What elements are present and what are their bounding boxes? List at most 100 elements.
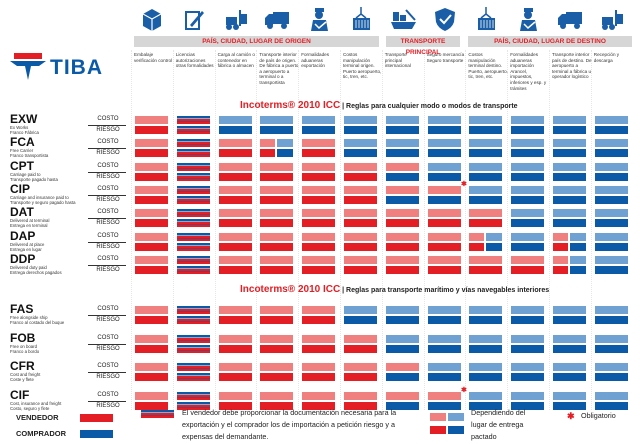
legend-depends-text: Dependiendo del lugar de entrega pactado [471, 408, 526, 441]
legend-depends-swatch-buyer-cost [448, 413, 464, 421]
column-description: Transporte principal internacional [384, 52, 411, 69]
matrix-cell [177, 266, 210, 274]
incoterm-code: FCA [10, 135, 35, 149]
matrix-cell [469, 209, 502, 217]
matrix-cell [260, 173, 293, 181]
matrix-cell [344, 173, 377, 181]
matrix-cell [469, 163, 502, 171]
matrix-cell [386, 266, 419, 274]
matrix-cell [595, 243, 628, 251]
matrix-cell [428, 266, 461, 274]
matrix-cell [386, 209, 419, 217]
matrix-cell [511, 219, 544, 227]
matrix-cell [135, 149, 168, 157]
matrix-cell [344, 345, 377, 353]
matrix-cell [386, 126, 419, 134]
legend-seller-label: VENDEDOR [16, 413, 59, 422]
matrix-cell [511, 186, 544, 194]
matrix-cell [469, 316, 502, 324]
matrix-cell [511, 196, 544, 204]
matrix-cell [428, 196, 461, 204]
matrix-cell [511, 345, 544, 353]
cost-label: COSTO [97, 256, 119, 262]
legend-mixed-text: El vendedor debe proporcionar la documen… [182, 408, 397, 441]
matrix-cell [302, 186, 335, 194]
matrix-cell [595, 163, 628, 171]
matrix-cell [135, 196, 168, 204]
matrix-cell [553, 173, 586, 181]
matrix-cell [260, 209, 293, 217]
matrix-cell [553, 186, 586, 194]
group-title-sub: | Reglas para cualquier modo o modos de … [342, 103, 518, 110]
legend-seller-swatch [80, 414, 113, 422]
matrix-cell [219, 149, 252, 157]
seller-part [469, 243, 484, 251]
matrix-cell [177, 345, 210, 353]
row-separator [88, 218, 126, 219]
matrix-cell [177, 219, 210, 227]
band-main-transport: TRANSPORTE PRINCIPAL [386, 36, 460, 56]
matrix-cell [511, 373, 544, 381]
incoterm-english: Free alongside ship [10, 315, 48, 320]
matrix-cell [428, 316, 461, 324]
matrix-cell [177, 233, 210, 241]
column-description: Costos manipulación terminal origen. Pue… [343, 52, 382, 80]
risk-label: RIESGO [96, 220, 120, 226]
column-description: Carga al camión o contenedor en fábrica … [217, 52, 255, 69]
column-divider [131, 50, 132, 410]
matrix-cell [553, 335, 586, 343]
matrix-cell [553, 363, 586, 371]
matrix-cell [219, 243, 252, 251]
matrix-cell [469, 345, 502, 353]
matrix-cell [219, 139, 252, 147]
matrix-cell [469, 196, 502, 204]
matrix-cell [553, 392, 586, 400]
matrix-cell [135, 173, 168, 181]
matrix-cell [219, 256, 252, 264]
matrix-cell [595, 345, 628, 353]
matrix-cell [553, 256, 586, 264]
incoterm-english: Carriage and insurance paid to [10, 195, 69, 200]
matrix-cell [260, 219, 293, 227]
incoterm-code: CIP [10, 182, 31, 196]
buyer-part [570, 233, 586, 241]
matrix-cell [135, 306, 168, 314]
matrix-cell [135, 256, 168, 264]
legend-buyer-label: COMPRADOR [16, 429, 66, 438]
logo: TIBA [8, 52, 108, 82]
matrix-cell [177, 173, 210, 181]
column-divider [423, 50, 425, 410]
matrix-cell [595, 392, 628, 400]
matrix-cell [219, 116, 252, 124]
matrix-cell [302, 139, 335, 147]
matrix-cell [260, 163, 293, 171]
matrix-cell [469, 116, 502, 124]
incoterm-spanish: Franco transportista [10, 153, 49, 158]
ship-icon [390, 6, 416, 32]
matrix-cell [386, 243, 419, 251]
matrix-cell [553, 139, 586, 147]
matrix-cell [344, 243, 377, 251]
incoterm-spanish: Transporte pagado hasta [10, 177, 58, 182]
column-divider [298, 50, 300, 410]
row-separator [88, 172, 126, 173]
column-divider [549, 50, 550, 410]
matrix-cell [260, 233, 293, 241]
matrix-cell [428, 335, 461, 343]
container-crane-icon [473, 6, 499, 32]
mandatory-asterisk-icon: ✱ [567, 411, 575, 421]
matrix-cell [553, 149, 586, 157]
cost-label: COSTO [97, 233, 119, 239]
matrix-cell [595, 209, 628, 217]
container-crane-icon [348, 6, 374, 32]
cost-label: COSTO [97, 139, 119, 145]
incoterm-english: Free Carrier [10, 148, 34, 153]
matrix-cell [428, 345, 461, 353]
matrix-cell [219, 402, 252, 410]
matrix-cell [386, 363, 419, 371]
risk-label: RIESGO [96, 197, 120, 203]
matrix-cell [428, 233, 461, 241]
matrix-cell [344, 163, 377, 171]
incoterm-spanish: Entrega derechos pagados [10, 270, 62, 275]
mandatory-asterisk-icon: ✱ [461, 387, 467, 394]
